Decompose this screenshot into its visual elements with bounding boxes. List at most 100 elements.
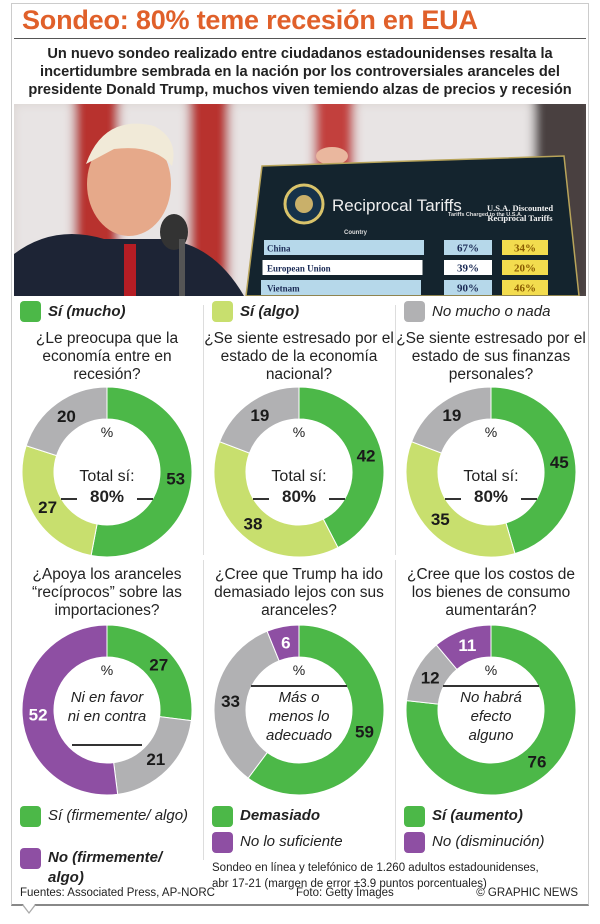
board-cell: China: [267, 244, 291, 254]
slice-value-label: 33: [221, 692, 240, 711]
legend-swatch: [20, 806, 41, 827]
center-rule: [445, 498, 461, 500]
svg-text:Tariffs Charged to the U.S.A.: Tariffs Charged to the U.S.A.: [448, 212, 523, 218]
survey-note: Sondeo en línea y telefónico de 1.260 ad…: [212, 860, 539, 892]
face: [87, 132, 171, 236]
legend-item: No (firmemente/ algo): [20, 848, 190, 888]
note-line: Sondeo en línea y telefónico de 1.260 ad…: [212, 862, 539, 874]
slice-value-label: 52: [29, 705, 48, 724]
donut-chart: 53 27 20: [21, 386, 193, 558]
column-divider: [203, 560, 204, 860]
slice-value-label: 21: [146, 750, 165, 769]
photo-credit: Foto: Getty Images: [296, 887, 394, 899]
legend-label: Sí (algo): [240, 303, 300, 320]
percent-unit: %: [484, 424, 498, 440]
legend-item: Sí (algo): [212, 301, 299, 322]
legend-item: Demasiado: [212, 806, 382, 827]
chart-question: ¿Le preocupa que la economía entre en re…: [35, 330, 179, 383]
slice-value-label: 42: [357, 447, 376, 466]
donut-slice: [218, 386, 300, 454]
slice-value-label: 12: [421, 668, 440, 687]
infographic-frame: [11, 3, 589, 906]
slice-value-label: 76: [528, 752, 547, 771]
donut-slice: [25, 386, 108, 457]
subtitle-line: presidente Donald Trump, muchos viven te…: [28, 82, 572, 98]
slice-value-label: 19: [442, 406, 461, 425]
legend-item: Sí (aumento): [404, 806, 574, 827]
center-text: No habrá efecto alguno: [460, 689, 522, 744]
pointer-triangle: [22, 904, 36, 914]
chart-question: ¿Se siente estresado por el estado de su…: [396, 330, 586, 383]
slice-value-label: 45: [550, 453, 569, 472]
legend-swatch: [404, 806, 425, 827]
slice-value-label: 27: [38, 498, 57, 517]
slice-value-label: 53: [166, 469, 185, 488]
board-column-discounted: U.S.A. Discounted Reciprocal Tariffs: [486, 203, 554, 223]
legend-label: Sí (mucho): [48, 303, 126, 320]
chart-question: ¿Apoya los aranceles “recíprocos” sobre …: [32, 566, 182, 619]
note-line: abr 17-21 (margen de error ±3.9 puntos p…: [212, 878, 487, 890]
board-cell: 20%: [514, 263, 536, 275]
sources: Fuentes: Associated Press, AP-NORC: [20, 887, 215, 899]
donut-slice: [405, 624, 577, 796]
legend-label: No lo suficiente: [240, 833, 343, 850]
center-rule: [521, 498, 537, 500]
board-cell: 90%: [457, 283, 479, 295]
slice-value-label: 19: [250, 406, 269, 425]
legend-item: Sí (mucho): [20, 301, 126, 322]
percent-unit: %: [100, 662, 114, 678]
legend-item: Sí (firmemente/ algo): [20, 806, 190, 827]
board-cell: European Union: [267, 264, 331, 274]
column-divider: [395, 560, 396, 860]
chart-question: ¿Cree que Trump ha ido demasiado lejos c…: [214, 566, 384, 619]
donut-slice: [298, 386, 385, 549]
board-cell: 39%: [457, 263, 479, 275]
board-cell: Vietnam: [267, 284, 300, 294]
legend-swatch: [212, 806, 233, 827]
center-label: Total sí:: [463, 468, 519, 485]
donut-chart: 42 38 19: [213, 386, 385, 558]
percent-unit: %: [292, 424, 306, 440]
subtitle-line: Un nuevo sondeo realizado entre ciudadan…: [47, 46, 553, 62]
legend-swatch: [20, 848, 41, 869]
legend-swatch: [20, 301, 41, 322]
donut-chart: 45 35 19: [405, 386, 577, 558]
slice-value-label: 59: [355, 723, 374, 742]
center-rule: [61, 498, 77, 500]
slice-value-label: 20: [57, 407, 76, 426]
legend-item: No lo suficiente: [212, 832, 382, 853]
donut-slice: [405, 441, 516, 558]
slice-value-label: 6: [281, 633, 290, 652]
board-cell: 46%: [514, 283, 536, 295]
legend-label: No (disminución): [432, 833, 545, 850]
legend-label: Demasiado: [240, 807, 321, 824]
donut-chart: 59 33 6: [213, 624, 385, 796]
legend-swatch: [404, 832, 425, 853]
donut-slice: [213, 630, 280, 779]
center-rule: [253, 498, 269, 500]
legend-label: Sí (firmemente/ algo): [48, 807, 189, 824]
center-value: 80%: [473, 487, 509, 506]
title-divider: [14, 38, 586, 39]
legend-swatch: [404, 301, 425, 322]
center-label: Total sí:: [79, 468, 135, 485]
slice-value-label: 27: [149, 655, 168, 674]
board-cell: 34%: [514, 243, 536, 255]
center-rule: [137, 498, 153, 500]
donut-chart: 76 12 11: [405, 624, 577, 796]
donut-slice: [266, 624, 300, 662]
center-rule: [443, 685, 539, 687]
center-text: Ni en favor ni en contra: [67, 689, 147, 725]
donut-slice: [490, 386, 577, 555]
photo: Reciprocal Tariffs Country Tariffs Charg…: [14, 104, 586, 296]
slice-value-label: 11: [458, 636, 476, 655]
center-rule: [329, 498, 345, 500]
photo-illustration: Reciprocal Tariffs Country Tariffs Charg…: [14, 104, 586, 296]
donut-slice: [410, 386, 492, 454]
column-divider: [395, 305, 396, 555]
center-rule: [251, 685, 347, 687]
subtitle: Un nuevo sondeo realizado entre ciudadan…: [14, 45, 586, 99]
donut-slice: [90, 386, 193, 558]
board-title: Reciprocal Tariffs: [332, 196, 462, 215]
legend-item: No mucho o nada: [404, 301, 550, 322]
